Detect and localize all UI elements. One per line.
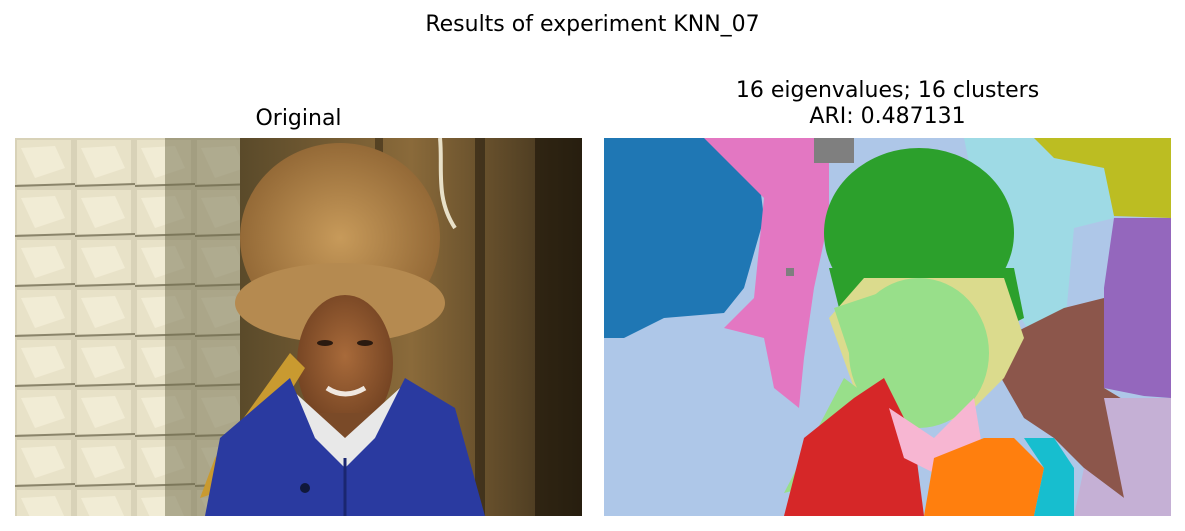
segmentation-image xyxy=(604,138,1171,516)
figure-suptitle: Results of experiment KNN_07 xyxy=(425,12,760,37)
panel-title-original: Original xyxy=(255,106,342,131)
panel-title-segmentation: 16 eigenvalues; 16 clusters ARI: 0.48713… xyxy=(604,78,1171,130)
segmentation-title-line1: 16 eigenvalues; 16 clusters xyxy=(735,78,1040,103)
segmentation-title-line2: ARI: 0.487131 xyxy=(809,104,966,129)
original-image xyxy=(15,138,582,516)
